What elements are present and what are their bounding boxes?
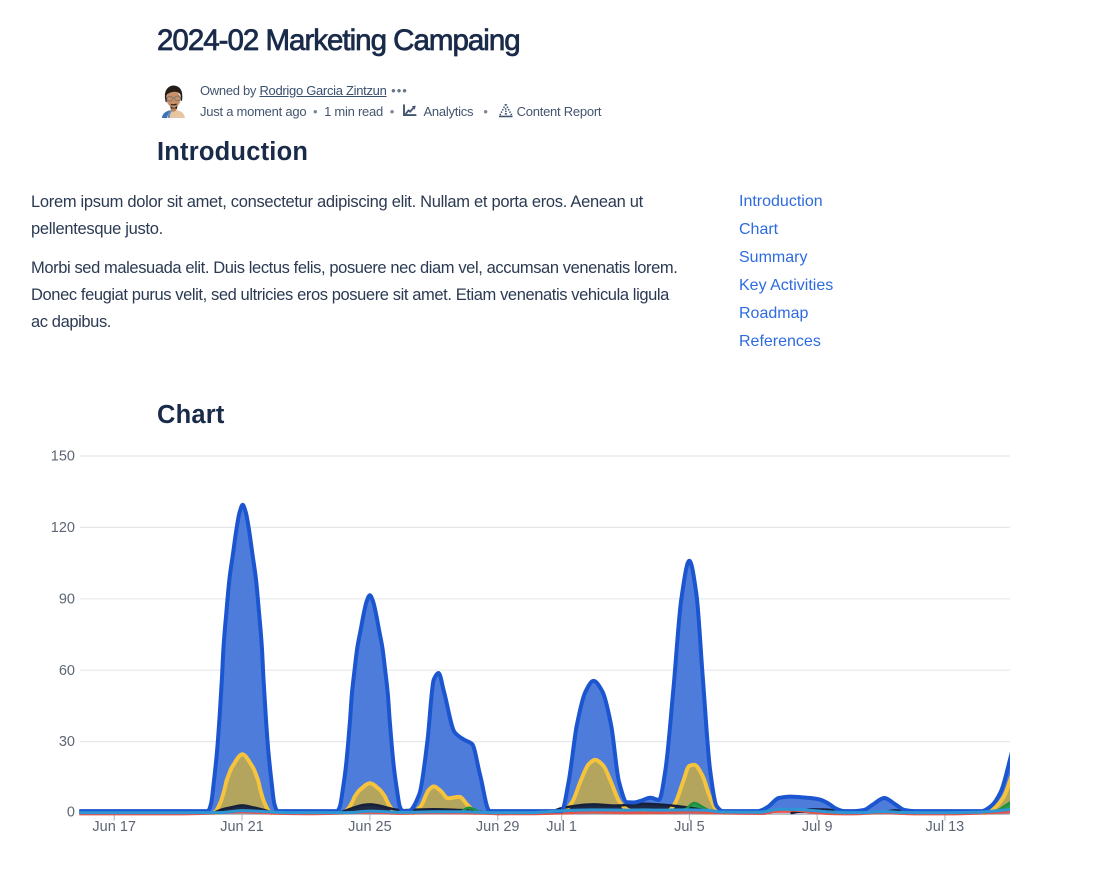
svg-text:150: 150 <box>51 449 75 465</box>
svg-text:Jul 5: Jul 5 <box>674 819 705 835</box>
svg-text:Jul 1: Jul 1 <box>546 819 577 835</box>
svg-text:Jun 29: Jun 29 <box>476 819 520 835</box>
svg-text:90: 90 <box>59 591 75 607</box>
svg-text:0: 0 <box>67 805 75 821</box>
svg-text:Jul 13: Jul 13 <box>926 819 965 835</box>
svg-text:60: 60 <box>59 663 75 679</box>
svg-text:30: 30 <box>59 734 75 750</box>
svg-text:Jun 21: Jun 21 <box>220 819 264 835</box>
svg-text:Jun 25: Jun 25 <box>348 819 392 835</box>
svg-text:Jun 17: Jun 17 <box>92 819 136 835</box>
svg-text:120: 120 <box>51 520 75 536</box>
svg-text:Jul 9: Jul 9 <box>802 819 833 835</box>
